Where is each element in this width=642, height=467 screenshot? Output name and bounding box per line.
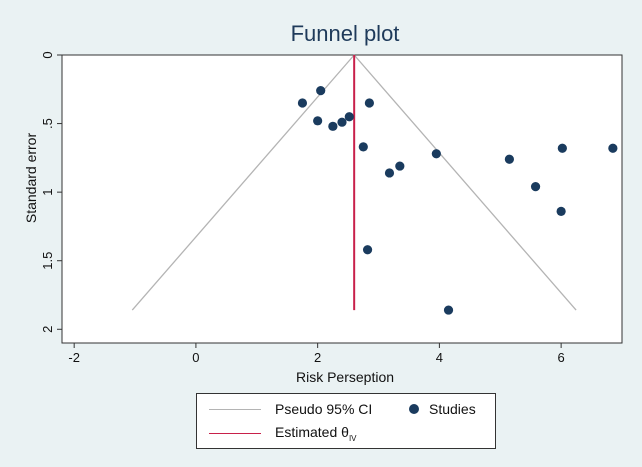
y-axis-label: Standard error (23, 133, 39, 224)
data-point (431, 149, 441, 159)
data-point (362, 245, 373, 255)
x-axis-label: Risk Perseption (296, 369, 394, 385)
data-point (364, 98, 374, 108)
y-tick-label: .5 (40, 118, 55, 129)
legend-ci-label: Pseudo 95% CI (275, 401, 373, 417)
plot-area (61, 54, 623, 344)
data-point (557, 143, 567, 153)
ci-line-left (131, 54, 355, 311)
data-point (337, 117, 347, 127)
data-point (344, 112, 354, 122)
data-point (443, 305, 454, 315)
legend-item-ci: Pseudo 95% CI (209, 401, 372, 417)
y-tick-label: 1.5 (40, 252, 55, 270)
x-tick-label: 6 (558, 350, 565, 365)
data-point (504, 154, 514, 164)
legend-item-estimate: Estimated θIV (209, 424, 357, 443)
x-tick-label: 0 (192, 350, 199, 365)
data-point (313, 116, 323, 126)
legend-studies-swatch (409, 404, 419, 414)
y-tick-label: 1 (40, 189, 55, 196)
legend-ci-swatch (209, 408, 261, 410)
data-point (316, 86, 326, 96)
legend-studies-label: Studies (429, 401, 476, 417)
y-tick-label: 0 (40, 51, 55, 58)
x-tick-label: 2 (314, 350, 321, 365)
legend-estimate-label: Estimated θIV (275, 424, 357, 443)
data-point (608, 143, 618, 153)
legend-estimate-swatch (209, 432, 261, 434)
ci-line-right (353, 54, 577, 311)
x-tick-label: -2 (68, 350, 80, 365)
x-tick-label: 4 (436, 350, 443, 365)
y-tick-label: 2 (40, 326, 55, 333)
data-point (384, 168, 395, 178)
legend-item-studies: Studies (409, 401, 476, 417)
data-point (328, 121, 338, 131)
chart-title: Funnel plot (291, 21, 400, 46)
data-point (358, 142, 368, 152)
data-point (556, 206, 566, 216)
data-point (530, 182, 541, 192)
legend: Pseudo 95% CI Studies Estimated θIV (196, 393, 496, 449)
data-point (297, 98, 308, 108)
data-point (395, 161, 405, 171)
